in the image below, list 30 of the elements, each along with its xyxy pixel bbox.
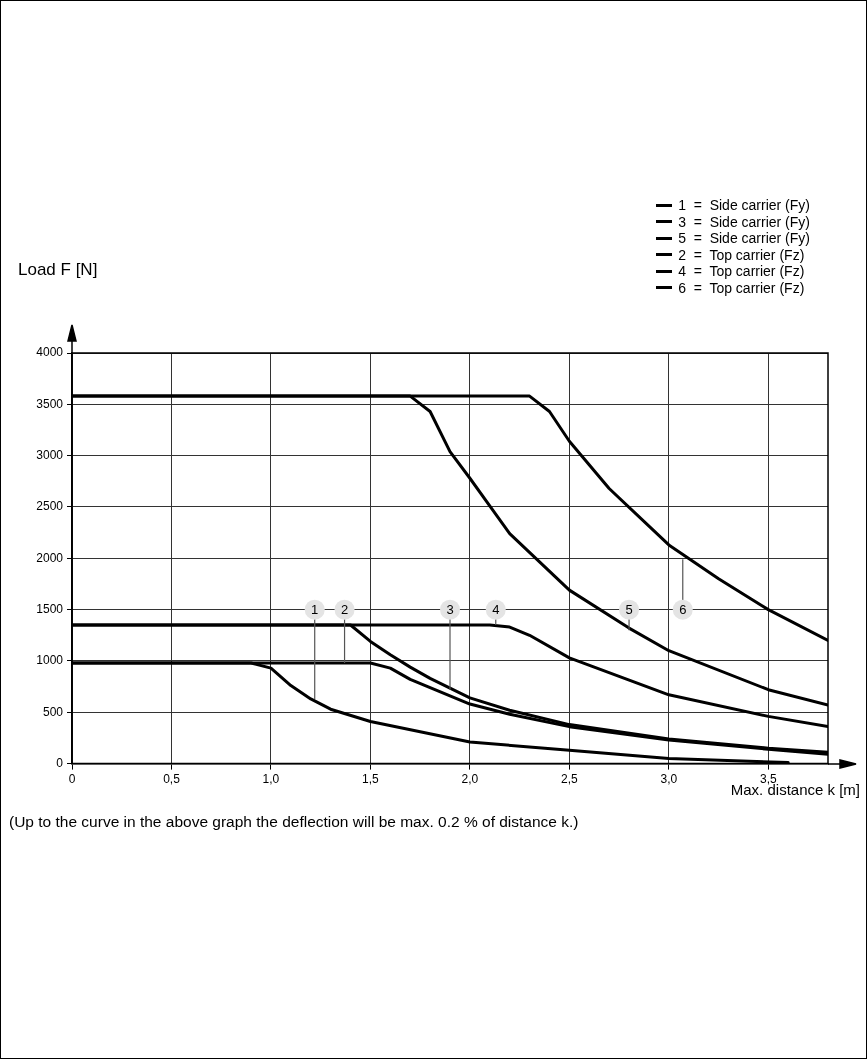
y-tick-label: 1500 [36,601,64,616]
y-tick-label: 500 [42,704,64,719]
y-tick-label: 4000 [36,345,64,360]
annotation: 6 [679,602,687,618]
y-tick-label: 1000 [36,653,64,668]
y-tick-label: 2500 [36,499,64,514]
legend-label: 5 = Side carrier (Fy) [678,230,810,247]
y-tick-label: 0 [56,755,64,770]
x-tick-label: 2,0 [461,772,479,787]
x-tick-label: 3,0 [660,772,678,787]
y-axis-title: Load F [N] [18,260,98,280]
x-tick-label: 2,5 [561,772,579,787]
annotation: 3 [446,602,454,618]
y-tick-label: 3500 [36,396,64,411]
text: (Up to the curve in the above graph the deflection will be max. 0.2 % of distance k.) [9,813,579,831]
annotation: 2 [340,602,349,618]
annotation: 5 [625,602,633,618]
annotation: 1 [311,602,319,618]
legend-label: 3 = Side carrier (Fy) [678,213,810,230]
x-tick-label: 0,5 [163,772,181,787]
legend-label: 2 = Top carrier (Fz) [678,246,805,263]
legend-label: 4 = Top carrier (Fz) [678,263,805,280]
x-tick-label: 1,0 [262,772,280,787]
legend-label: 6 = Top carrier (Fz) [678,279,805,296]
annotation: 4 [492,602,500,618]
y-tick-label: 3000 [36,447,64,462]
legend-label: 1 = Side carrier (Fy) [678,197,810,214]
x-tick-label: 0 [68,772,76,787]
y-tick-label: 2000 [36,550,64,565]
x-tick-label: 1,5 [362,772,380,787]
